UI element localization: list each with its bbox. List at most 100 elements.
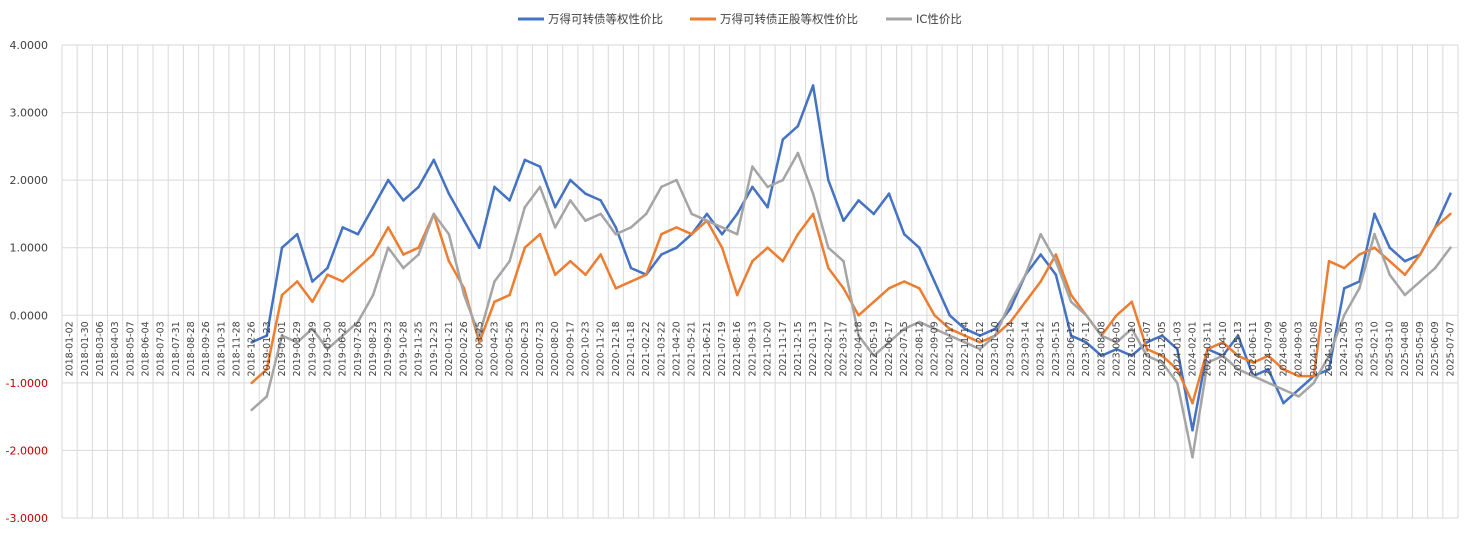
data-point (1100, 354, 1103, 358)
data-point (1358, 287, 1361, 290)
data-point (1403, 293, 1407, 297)
data-point (250, 381, 253, 385)
data-point (326, 266, 329, 270)
x-tick-label: 2022-01-13 (808, 321, 819, 376)
data-point (629, 226, 633, 229)
data-point (796, 232, 800, 236)
legend-label: 万得可转债等权性价比 (548, 12, 663, 26)
data-point (1327, 259, 1331, 263)
y-tick-label: -2.0000 (6, 444, 48, 457)
data-point (1312, 374, 1316, 378)
data-point (341, 226, 345, 229)
data-point (720, 232, 724, 236)
x-tick-label: 2023-08-08 (1096, 321, 1107, 376)
x-tick-label: 2019-04-29 (307, 321, 318, 376)
data-point (1145, 354, 1149, 358)
data-point (614, 226, 618, 229)
data-point (1115, 341, 1118, 344)
data-point (1145, 341, 1149, 344)
x-tick-label: 2023-07-11 (1081, 321, 1092, 376)
data-point (751, 185, 754, 189)
data-point (872, 354, 876, 358)
y-tick-label: -3.0000 (6, 512, 48, 525)
data-point (1433, 266, 1437, 270)
data-point (265, 395, 269, 398)
data-point (1251, 361, 1255, 364)
series-3 (250, 151, 1452, 459)
data-point (553, 205, 557, 209)
data-point (811, 192, 815, 195)
data-point (311, 300, 314, 304)
x-tick-label: 2021-01-18 (626, 321, 637, 376)
data-point (644, 212, 648, 216)
x-tick-label: 2021-03-22 (656, 321, 667, 376)
data-point (1358, 253, 1361, 256)
data-point (538, 232, 542, 236)
data-point (857, 199, 860, 202)
x-tick-label: 2023-01-10 (990, 321, 1001, 376)
data-point (660, 253, 663, 256)
x-tick-label: 2022-06-17 (884, 321, 895, 376)
data-point (493, 280, 496, 283)
data-point (781, 178, 785, 182)
data-point (902, 327, 906, 331)
data-point (553, 226, 557, 229)
x-tick-label: 2018-04-03 (110, 321, 121, 376)
x-tick-label: 2021-06-21 (702, 321, 713, 376)
y-axis: 4.0000 3.0000 2.0000 1.0000 0.0000 -1.0000 -2.… (6, 39, 48, 525)
data-point (1130, 300, 1134, 304)
x-tick-label: 2018-12-26 (247, 321, 258, 376)
data-point (1009, 307, 1012, 310)
x-tick-label: 2019-09-23 (383, 321, 394, 376)
data-point (781, 138, 785, 141)
x-tick-label: 2021-02-22 (641, 321, 652, 376)
data-point (584, 192, 587, 195)
data-point (1039, 280, 1042, 283)
data-point (1221, 354, 1225, 358)
x-tick-label: 2020-12-18 (611, 321, 622, 376)
x-tick-label: 2023-05-15 (1051, 321, 1062, 376)
data-point (1084, 341, 1088, 344)
data-point (478, 334, 481, 337)
legend-label: 万得可转债正股等权性价比 (720, 12, 858, 26)
data-point (311, 280, 314, 283)
legend-item: 万得可转债等权性价比 (518, 12, 663, 26)
x-tick-label: 2019-12-23 (429, 321, 440, 376)
data-point (265, 334, 269, 337)
data-point (295, 232, 299, 236)
x-tick-label: 2022-10-17 (945, 321, 956, 376)
x-tick-label: 2019-07-26 (353, 321, 364, 376)
x-tick-label: 2023-04-12 (1036, 321, 1047, 376)
data-point (766, 205, 769, 209)
data-point (918, 320, 921, 324)
data-point (614, 232, 618, 236)
data-point (417, 253, 420, 256)
data-point (1130, 327, 1134, 331)
data-point (1054, 273, 1058, 277)
x-tick-label: 2024-07-09 (1263, 321, 1274, 376)
data-point (326, 347, 329, 351)
data-point (280, 334, 284, 337)
data-point (1267, 381, 1270, 385)
x-tick-label: 2023-03-14 (1021, 321, 1032, 376)
data-point (478, 246, 481, 249)
x-tick-label: 2018-03-06 (95, 321, 106, 376)
data-point (386, 226, 390, 229)
data-point (280, 246, 284, 249)
x-tick-label: 2019-03-01 (277, 321, 288, 376)
data-point (902, 280, 906, 283)
x-tick-label: 2018-07-03 (156, 321, 167, 376)
data-point (569, 178, 572, 182)
x-tick-label: 2022-05-19 (869, 321, 880, 376)
x-tick-label: 2025-03-10 (1385, 321, 1396, 376)
data-point (569, 259, 572, 263)
data-point (993, 334, 997, 337)
data-point (690, 232, 693, 236)
x-tick-label: 2025-04-08 (1400, 321, 1411, 376)
data-point (1327, 354, 1331, 358)
data-point (1115, 314, 1118, 317)
data-point (1327, 368, 1331, 371)
data-point (751, 165, 754, 168)
x-tick-label: 2022-02-17 (823, 321, 834, 376)
data-point (402, 199, 405, 202)
